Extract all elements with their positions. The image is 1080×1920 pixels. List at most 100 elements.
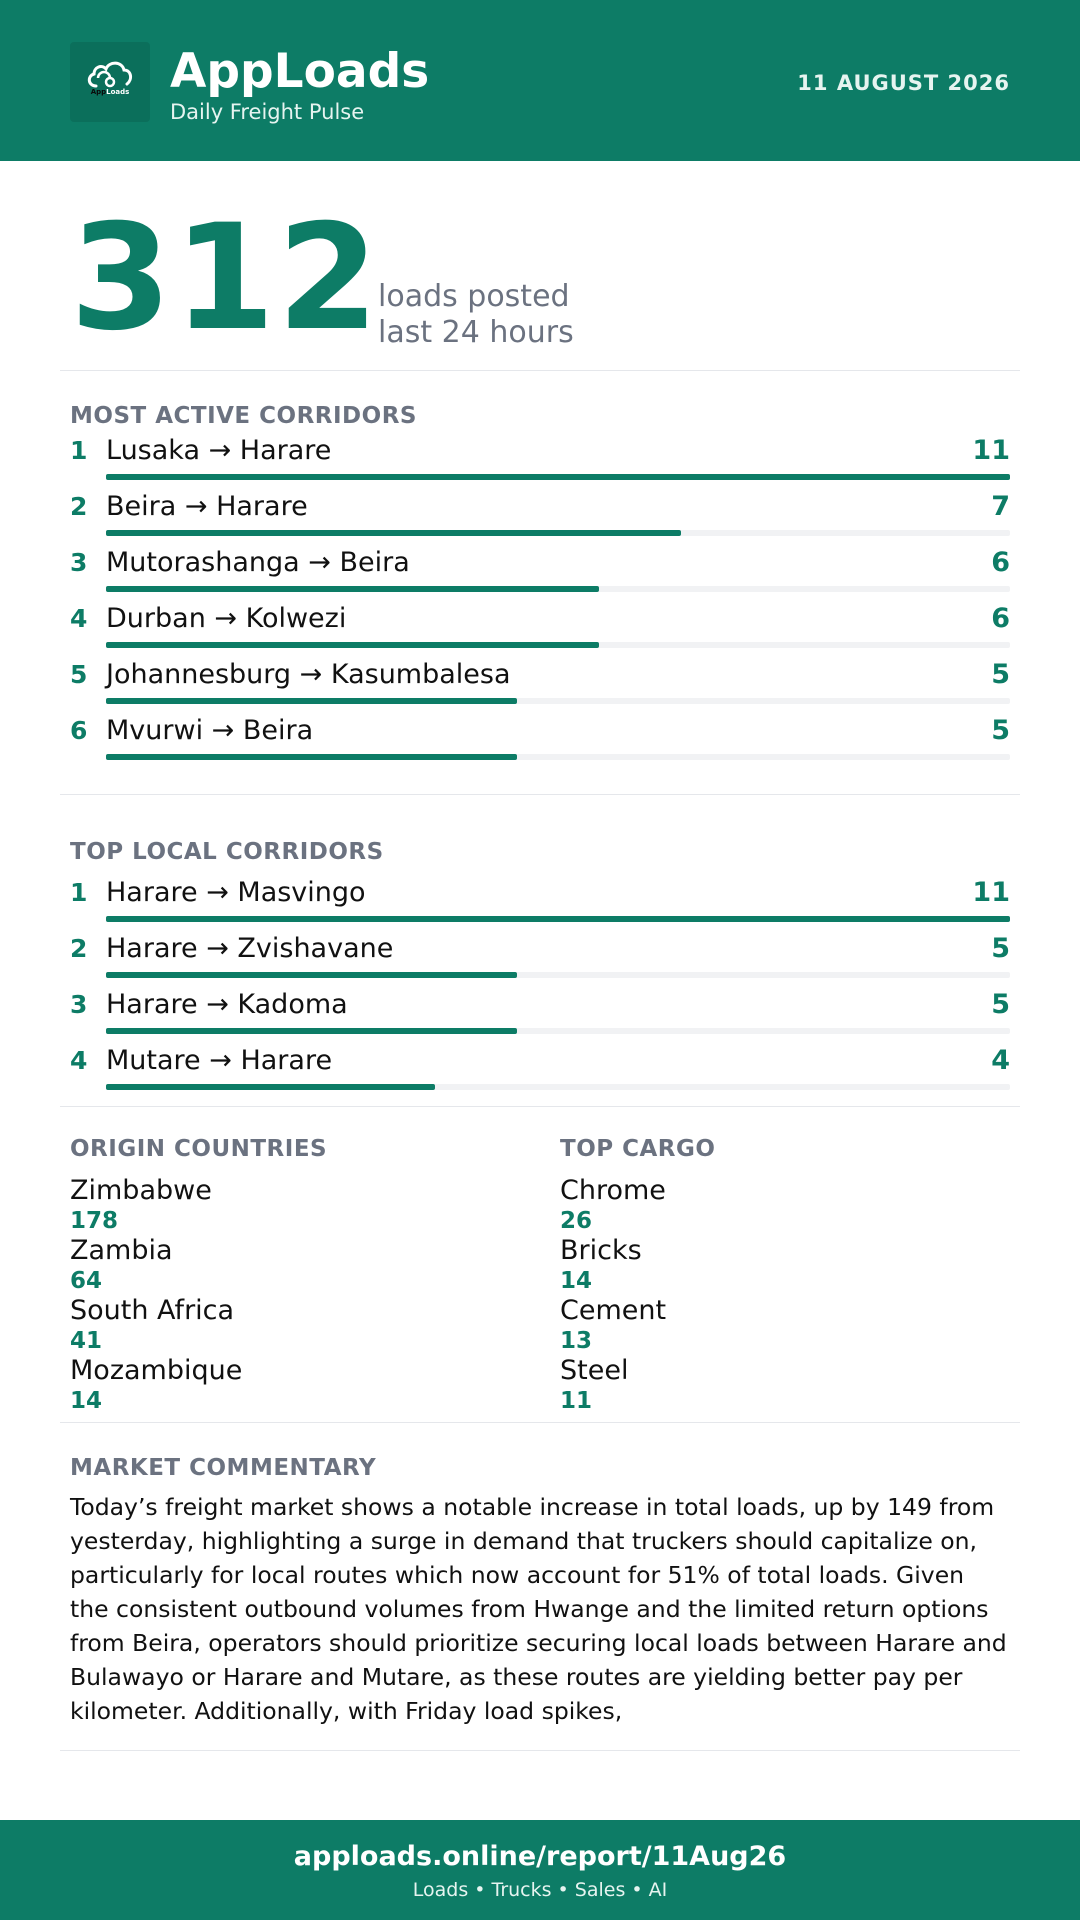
- cargo-name: Steel: [560, 1355, 629, 1386]
- total-loads-value: 312: [70, 193, 381, 363]
- report-date: 11 AUGUST 2026: [797, 71, 1010, 95]
- app-logo: AppLoads: [70, 42, 150, 122]
- country-name: Mozambique: [70, 1355, 243, 1386]
- corridor-count: 11: [972, 877, 1010, 908]
- total-loads-caption-line2: last 24 hours: [378, 315, 574, 350]
- divider: [60, 1106, 1020, 1107]
- corridor-bar-fill: [106, 642, 599, 648]
- corridor-bar-track: [106, 1028, 1010, 1034]
- corridor-bar-fill: [106, 1084, 436, 1090]
- list-item: Cement 13: [560, 1295, 1020, 1355]
- corridor-count: 5: [991, 989, 1010, 1020]
- most-active-title: MOST ACTIVE CORRIDORS: [70, 403, 417, 429]
- list-item: Bricks 14: [560, 1235, 1020, 1295]
- corridor-bar-track: [106, 698, 1010, 704]
- report-link[interactable]: apploads.online/report/11Aug26: [293, 1841, 787, 1872]
- corridor-route: Johannesburg → Kasumbalesa: [106, 659, 511, 690]
- divider: [60, 1750, 1020, 1751]
- cargo-name: Chrome: [560, 1175, 666, 1206]
- total-loads-caption-line1: loads posted: [378, 279, 570, 314]
- corridor-count: 5: [991, 715, 1010, 746]
- corridor-bar-fill: [106, 754, 518, 760]
- corridor-rank: 2: [70, 934, 88, 963]
- cargo-count: 13: [560, 1328, 593, 1354]
- logo-word-loads: Loads: [106, 88, 130, 96]
- corridor-route: Durban → Kolwezi: [106, 603, 347, 634]
- list-item: South Africa 41: [70, 1295, 530, 1355]
- top-cargo-list: Chrome 26 Bricks 14 Cement 13 Steel 11: [560, 1175, 1020, 1415]
- divider: [60, 794, 1020, 795]
- corridor-route: Mvurwi → Beira: [106, 715, 314, 746]
- corridor-rank: 3: [70, 548, 88, 577]
- list-item: Steel 11: [560, 1355, 1020, 1415]
- divider: [60, 370, 1020, 371]
- top-cargo-panel: TOP CARGO Chrome 26 Bricks 14 Cement 13 …: [560, 1135, 1020, 1415]
- app-subtitle: Daily Freight Pulse: [170, 100, 365, 124]
- corridor-bar-track: [106, 1084, 1010, 1090]
- country-count: 178: [70, 1208, 119, 1234]
- logo-word-app: App: [90, 88, 107, 96]
- corridor-rank: 5: [70, 660, 88, 689]
- country-count: 64: [70, 1268, 103, 1294]
- corridor-row: 3 Mutorashanga → Beira 6: [0, 547, 1080, 604]
- corridor-bar-fill: [106, 916, 1010, 922]
- corridor-count: 5: [991, 659, 1010, 690]
- corridor-route: Mutorashanga → Beira: [106, 547, 410, 578]
- footer-banner: apploads.online/report/11Aug26 Loads • T…: [0, 1820, 1080, 1920]
- list-item: Zimbabwe 178: [70, 1175, 530, 1235]
- corridor-bar-track: [106, 586, 1010, 592]
- cargo-count: 14: [560, 1268, 593, 1294]
- corridor-rank: 1: [70, 436, 88, 465]
- corridor-row: 1 Lusaka → Harare 11: [0, 435, 1080, 492]
- corridor-bar-track: [106, 530, 1010, 536]
- divider: [60, 1422, 1020, 1423]
- corridor-row: 3 Harare → Kadoma 5: [0, 989, 1080, 1046]
- corridor-rank: 6: [70, 716, 88, 745]
- corridor-count: 5: [991, 933, 1010, 964]
- country-name: Zimbabwe: [70, 1175, 212, 1206]
- corridor-bar-fill: [106, 698, 518, 704]
- country-name: Zambia: [70, 1235, 173, 1266]
- country-count: 41: [70, 1328, 103, 1354]
- corridor-count: 6: [991, 547, 1010, 578]
- header-banner: AppLoads AppLoads Daily Freight Pulse 11…: [0, 0, 1080, 161]
- corridor-route: Lusaka → Harare: [106, 435, 332, 466]
- country-name: South Africa: [70, 1295, 235, 1326]
- corridor-row: 6 Mvurwi → Beira 5: [0, 715, 1080, 772]
- corridor-route: Harare → Zvishavane: [106, 933, 394, 964]
- country-count: 14: [70, 1388, 103, 1414]
- corridor-route: Harare → Masvingo: [106, 877, 366, 908]
- corridor-count: 11: [972, 435, 1010, 466]
- corridor-row: 5 Johannesburg → Kasumbalesa 5: [0, 659, 1080, 716]
- cargo-name: Cement: [560, 1295, 667, 1326]
- corridor-count: 6: [991, 603, 1010, 634]
- commentary-title: MARKET COMMENTARY: [70, 1455, 377, 1481]
- corridor-row: 4 Mutare → Harare 4: [0, 1045, 1080, 1102]
- corridor-count: 7: [991, 491, 1010, 522]
- origin-countries-panel: ORIGIN COUNTRIES Zimbabwe 178 Zambia 64 …: [70, 1135, 530, 1415]
- corridor-bar-fill: [106, 474, 1010, 480]
- corridor-row: 1 Harare → Masvingo 11: [0, 877, 1080, 934]
- corridor-bar-track: [106, 972, 1010, 978]
- list-item: Mozambique 14: [70, 1355, 530, 1415]
- app-title: AppLoads: [170, 44, 430, 99]
- list-item: Zambia 64: [70, 1235, 530, 1295]
- corridor-row: 2 Harare → Zvishavane 5: [0, 933, 1080, 990]
- corridor-row: 2 Beira → Harare 7: [0, 491, 1080, 548]
- corridor-route: Harare → Kadoma: [106, 989, 348, 1020]
- origin-countries-list: Zimbabwe 178 Zambia 64 South Africa 41 M…: [70, 1175, 530, 1415]
- corridor-bar-track: [106, 474, 1010, 480]
- top-cargo-title: TOP CARGO: [560, 1136, 716, 1162]
- corridor-rank: 4: [70, 604, 88, 633]
- corridor-rank: 3: [70, 990, 88, 1019]
- corridor-bar-fill: [106, 972, 518, 978]
- corridor-route: Beira → Harare: [106, 491, 308, 522]
- commentary-text: Today’s freight market shows a notable i…: [70, 1493, 1007, 1725]
- cargo-name: Bricks: [560, 1235, 642, 1266]
- corridor-route: Mutare → Harare: [106, 1045, 333, 1076]
- corridor-rank: 1: [70, 878, 88, 907]
- cargo-count: 26: [560, 1208, 593, 1234]
- corridor-bar-fill: [106, 586, 599, 592]
- corridor-rank: 2: [70, 492, 88, 521]
- corridor-bar-track: [106, 642, 1010, 648]
